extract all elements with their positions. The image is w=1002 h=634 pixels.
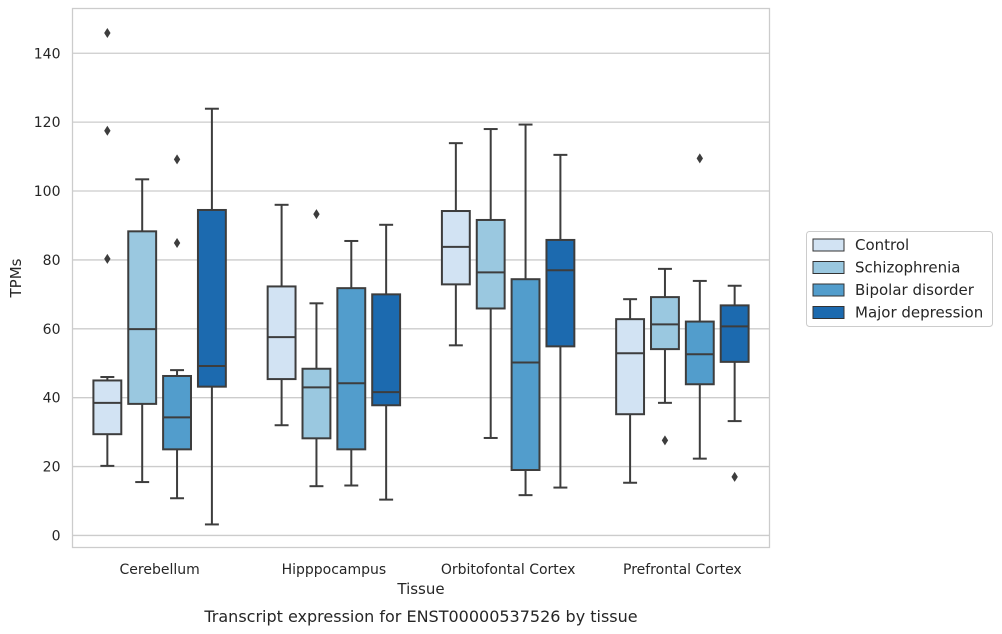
box-bipolar-disorder bbox=[162, 154, 192, 500]
box-control bbox=[92, 27, 123, 467]
legend-swatch bbox=[812, 238, 845, 252]
box-iqr bbox=[266, 285, 297, 381]
box-iqr bbox=[336, 287, 367, 451]
box-iqr bbox=[650, 296, 680, 351]
outlier-marker bbox=[104, 125, 111, 136]
box-iqr bbox=[371, 293, 402, 407]
legend-swatch bbox=[812, 261, 845, 274]
box-iqr bbox=[545, 238, 576, 348]
box-iqr bbox=[92, 379, 123, 436]
legend-frame bbox=[806, 231, 993, 327]
legend-label: Bipolar disorder bbox=[855, 281, 975, 299]
x-axis-label: Tissue bbox=[396, 580, 444, 598]
y-tick-label: 100 bbox=[34, 184, 61, 200]
box-iqr bbox=[301, 367, 332, 440]
y-tick-label: 120 bbox=[34, 115, 61, 131]
outlier-marker bbox=[173, 238, 181, 249]
legend-swatch bbox=[812, 283, 845, 297]
box-iqr bbox=[127, 230, 158, 405]
y-tick-label: 0 bbox=[52, 528, 61, 544]
outlier-marker bbox=[104, 253, 111, 264]
legend-swatch bbox=[812, 306, 845, 319]
x-tick-label: Hipppocampus bbox=[282, 562, 387, 578]
y-axis-label: TPMs bbox=[7, 258, 25, 298]
box-bipolar-disorder bbox=[684, 153, 715, 460]
y-tick-label: 20 bbox=[43, 460, 61, 476]
box-iqr bbox=[510, 278, 541, 472]
legend-label: Major depression bbox=[855, 304, 983, 322]
box-control bbox=[440, 142, 471, 347]
outlier-marker bbox=[696, 153, 703, 164]
legend: Control Schizophrenia Bipolar disorder Majo… bbox=[806, 231, 993, 327]
plot-frame bbox=[71, 7, 771, 549]
outlier-marker bbox=[173, 154, 181, 165]
box-iqr bbox=[475, 218, 506, 310]
y-tick-label: 140 bbox=[34, 46, 61, 62]
box-schizophrenia bbox=[650, 267, 680, 446]
box-iqr bbox=[615, 318, 646, 416]
box-major-depression bbox=[196, 107, 227, 526]
box-schizophrenia bbox=[301, 209, 332, 488]
box-major-depression bbox=[371, 223, 402, 501]
box-schizophrenia bbox=[127, 178, 158, 484]
legend-label: Schizophrenia bbox=[855, 259, 960, 277]
box-major-depression bbox=[545, 153, 576, 489]
x-tick-label: Orbitofontal Cortex bbox=[441, 562, 576, 578]
box-iqr bbox=[162, 374, 192, 451]
box-control bbox=[615, 298, 646, 484]
box-iqr bbox=[719, 304, 750, 363]
x-tick-labels: Cerebellum Hipppocampus Orbitofontal Corte… bbox=[120, 562, 742, 578]
x-tick-label: Prefrontal Cortex bbox=[623, 562, 742, 578]
box-bipolar-disorder bbox=[510, 123, 541, 497]
outlier-marker bbox=[731, 471, 738, 482]
box-major-depression bbox=[719, 284, 750, 482]
outlier-marker bbox=[661, 435, 669, 446]
y-tick-label: 80 bbox=[43, 253, 61, 269]
box-iqr bbox=[684, 320, 715, 386]
boxes bbox=[92, 27, 750, 526]
chart-caption: Transcript expression for ENST0000053752… bbox=[203, 607, 637, 626]
box-schizophrenia bbox=[475, 128, 506, 439]
box-control bbox=[266, 203, 297, 427]
box-bipolar-disorder bbox=[336, 239, 367, 487]
box-iqr bbox=[196, 208, 227, 388]
y-tick-labels: 0 20 40 60 80 100 120 140 bbox=[34, 46, 61, 544]
y-tick-label: 40 bbox=[43, 391, 61, 407]
legend-label: Control bbox=[855, 236, 909, 254]
y-tick-label: 60 bbox=[43, 322, 61, 338]
x-tick-label: Cerebellum bbox=[120, 562, 200, 578]
outlier-marker bbox=[313, 209, 320, 220]
outlier-marker bbox=[104, 27, 111, 38]
